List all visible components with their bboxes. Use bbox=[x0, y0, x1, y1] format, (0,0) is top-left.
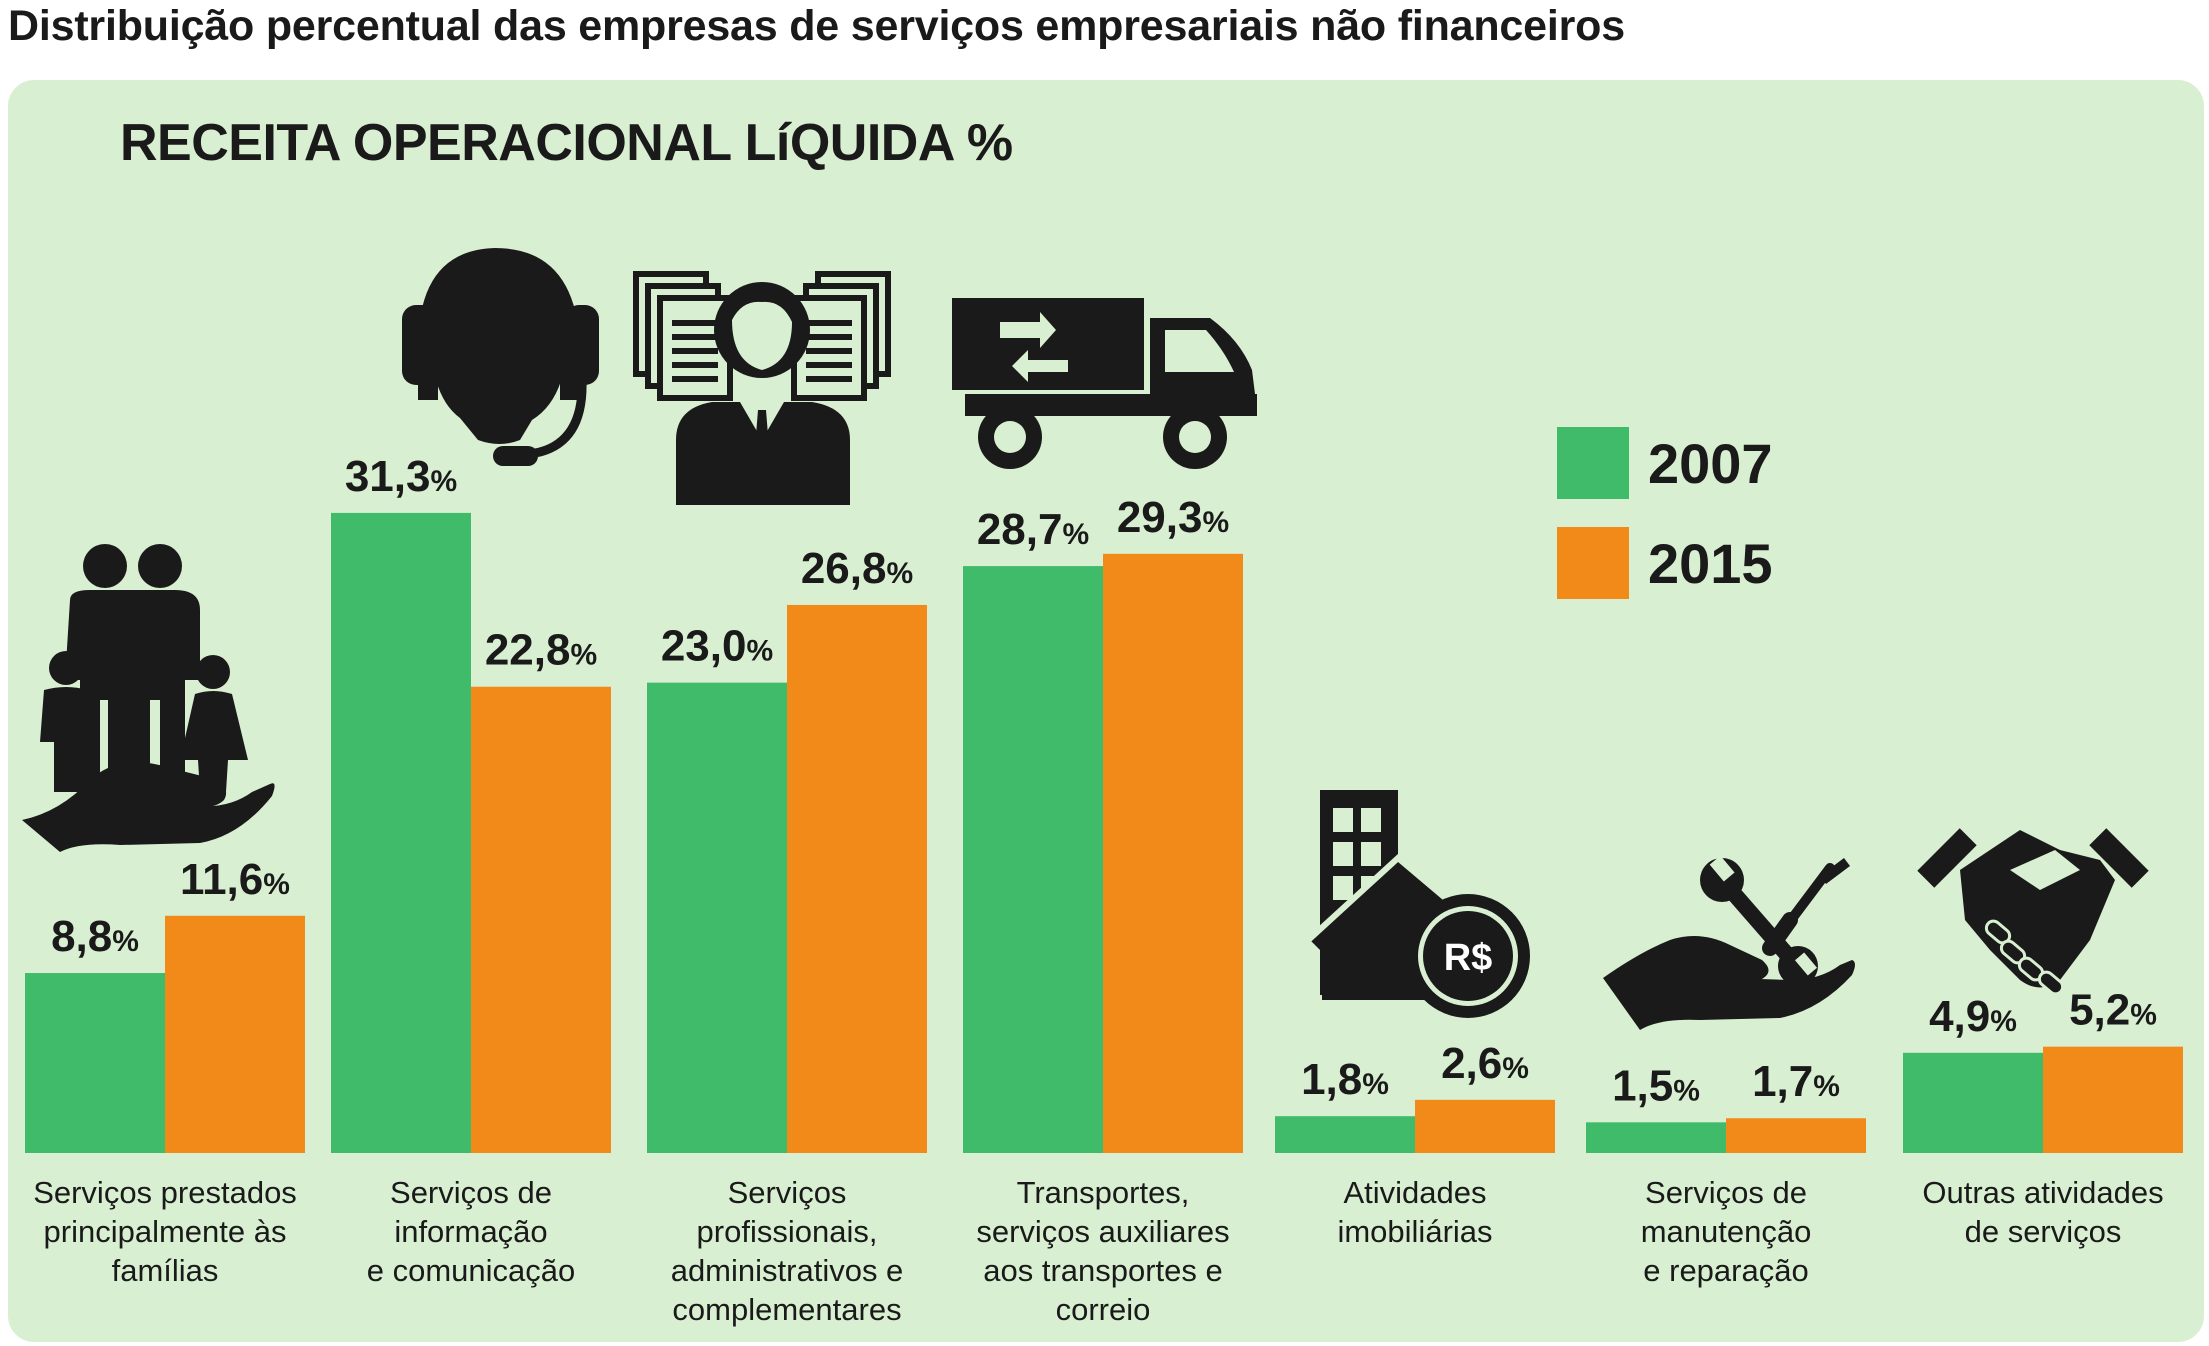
bar-2007 bbox=[963, 566, 1103, 1153]
currency-symbol: R$ bbox=[1444, 937, 1493, 979]
value-label-2015: 5,2% bbox=[2069, 986, 2157, 1035]
category-label: Outras atividades de serviços bbox=[1922, 1175, 2163, 1249]
legend-swatch-2007 bbox=[1557, 427, 1629, 499]
category-label: Serviços de manutenção e reparação bbox=[1641, 1175, 1812, 1288]
category-label: Serviços prestados principalmente às famíl… bbox=[33, 1175, 297, 1288]
handshake-icon bbox=[1917, 828, 2149, 996]
legend: 2007 2015 bbox=[1557, 427, 1773, 599]
bar-group bbox=[1275, 1099, 1555, 1153]
bars-layer bbox=[25, 512, 2183, 1153]
category-label: Atividades imobiliárias bbox=[1337, 1175, 1492, 1249]
labels-layer: 8,8% 11,6% Serviços prestados principalment… bbox=[33, 452, 2163, 1327]
bar-2007 bbox=[1903, 1052, 2043, 1153]
bar-2015 bbox=[2043, 1046, 2183, 1153]
category-label: Transportes, serviços auxiliares aos trans… bbox=[976, 1175, 1229, 1327]
value-label-2007: 4,9% bbox=[1929, 992, 2017, 1041]
bar-2007 bbox=[1586, 1122, 1726, 1153]
bar-group bbox=[963, 553, 1243, 1153]
value-label-2015: 22,8% bbox=[485, 626, 597, 675]
bar-2015 bbox=[471, 686, 611, 1153]
value-label-2007: 28,7% bbox=[977, 505, 1089, 554]
bar-2007 bbox=[647, 682, 787, 1153]
value-label-2015: 2,6% bbox=[1441, 1039, 1529, 1088]
value-label-2015: 26,8% bbox=[801, 544, 913, 593]
truck-icon bbox=[952, 298, 1257, 469]
icons-layer: R$ bbox=[22, 248, 2149, 1030]
legend-label-2015: 2015 bbox=[1648, 532, 1773, 595]
bar-2007 bbox=[1275, 1116, 1415, 1153]
bar-group bbox=[331, 512, 611, 1153]
bar-2015 bbox=[1726, 1118, 1866, 1153]
bar-2007 bbox=[25, 973, 165, 1153]
page-title: Distribuição percentual das empresas de … bbox=[8, 2, 1625, 50]
building-money-icon: R$ bbox=[1301, 790, 1530, 1018]
bar-2015 bbox=[1415, 1099, 1555, 1153]
headset-icon bbox=[402, 248, 599, 466]
value-label-2007: 1,8% bbox=[1301, 1055, 1389, 1104]
bar-2015 bbox=[787, 604, 927, 1153]
bar-group bbox=[1903, 1046, 2183, 1153]
family-in-hand-icon bbox=[22, 544, 275, 852]
businessperson-documents-icon bbox=[633, 271, 891, 505]
legend-label-2007: 2007 bbox=[1648, 432, 1773, 495]
bar-group bbox=[647, 604, 927, 1153]
bar-2007 bbox=[331, 512, 471, 1153]
value-label-2007: 8,8% bbox=[51, 912, 139, 961]
value-label-2007: 31,3% bbox=[345, 452, 457, 501]
bar-2015 bbox=[165, 915, 305, 1153]
bar-2015 bbox=[1103, 553, 1243, 1153]
chart-title: RECEITA OPERACIONAL LíQUIDA % bbox=[120, 114, 1013, 172]
tools-in-hand-icon bbox=[1603, 855, 1855, 1030]
value-label-2007: 23,0% bbox=[661, 622, 773, 671]
value-label-2007: 1,5% bbox=[1612, 1061, 1700, 1110]
value-label-2015: 1,7% bbox=[1752, 1057, 1840, 1106]
bar-group bbox=[25, 915, 305, 1153]
value-label-2015: 29,3% bbox=[1117, 493, 1229, 542]
value-label-2015: 11,6% bbox=[180, 855, 290, 904]
category-label: Serviços de informação e comunicação bbox=[367, 1175, 576, 1288]
bar-group bbox=[1586, 1118, 1866, 1153]
legend-swatch-2015 bbox=[1557, 527, 1629, 599]
